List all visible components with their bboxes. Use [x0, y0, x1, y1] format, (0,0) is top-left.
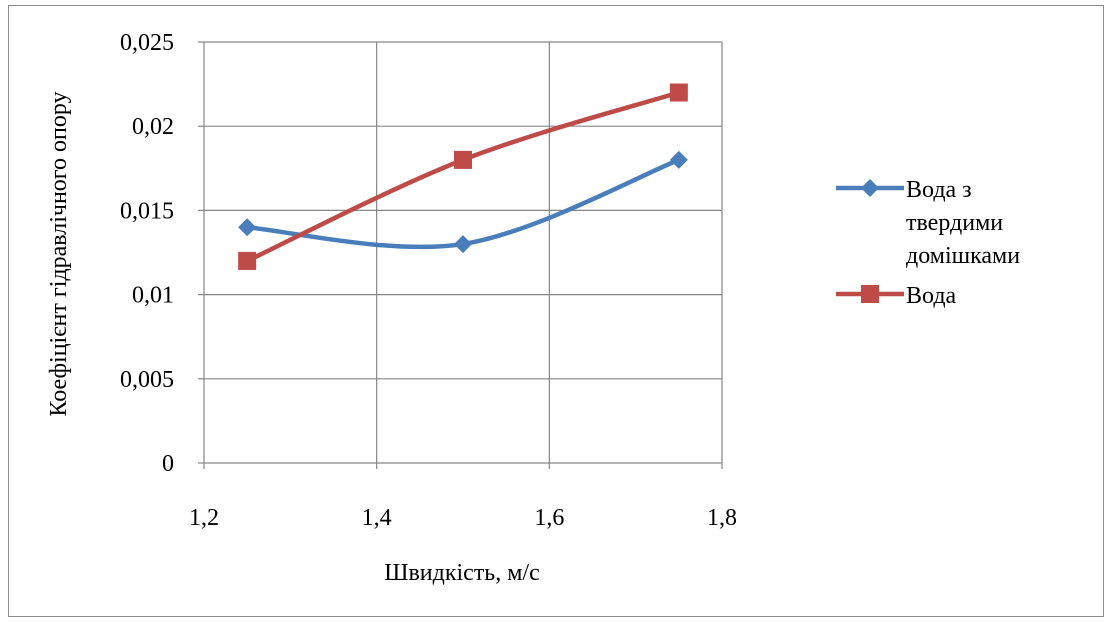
- x-axis-title: Швидкість, м/с: [384, 560, 540, 586]
- legend-item-1: Вода з твердими домішками: [836, 177, 1020, 269]
- series-line: [244, 157, 682, 250]
- data-point: [238, 218, 257, 237]
- data-point: [454, 235, 472, 254]
- legend: Вода з твердими домішками Вода: [836, 177, 1020, 309]
- series-layer: [238, 83, 688, 270]
- y-tick-label: 0,005: [120, 367, 174, 393]
- y-tick-label: 0,025: [120, 30, 174, 56]
- data-point: [669, 150, 688, 169]
- legend-label: Вода з: [906, 177, 972, 203]
- tick-labels: 0 0,005 0,01 0,015 0,02 0,025 1,2 1,4 1,6 1,8: [120, 30, 737, 531]
- legend-label: домішками: [906, 243, 1020, 269]
- chart-frame: [8, 5, 1104, 617]
- data-point: [454, 150, 472, 169]
- x-tick-label: 1,2: [189, 505, 219, 531]
- y-tick-label: 0,015: [120, 198, 174, 224]
- legend-label: твердими: [906, 210, 1003, 236]
- y-axis-title: Коефіцієнт гідравлічного опору: [46, 91, 72, 416]
- y-tick-label: 0: [162, 451, 174, 477]
- y-tick-label: 0,02: [132, 114, 174, 140]
- series-2: [238, 83, 688, 270]
- y-tick-label: 0,01: [132, 283, 174, 309]
- legend-item-2: Вода: [836, 283, 957, 309]
- data-point: [669, 83, 688, 102]
- legend-marker: [861, 179, 879, 197]
- data-point: [238, 251, 257, 270]
- x-tick-label: 1,8: [707, 505, 737, 531]
- legend-marker: [861, 285, 879, 303]
- axes: [198, 41, 723, 469]
- x-tick-label: 1,6: [534, 505, 564, 531]
- legend-label: Вода: [906, 283, 957, 309]
- x-tick-label: 1,4: [362, 505, 392, 531]
- grid: [204, 41, 723, 463]
